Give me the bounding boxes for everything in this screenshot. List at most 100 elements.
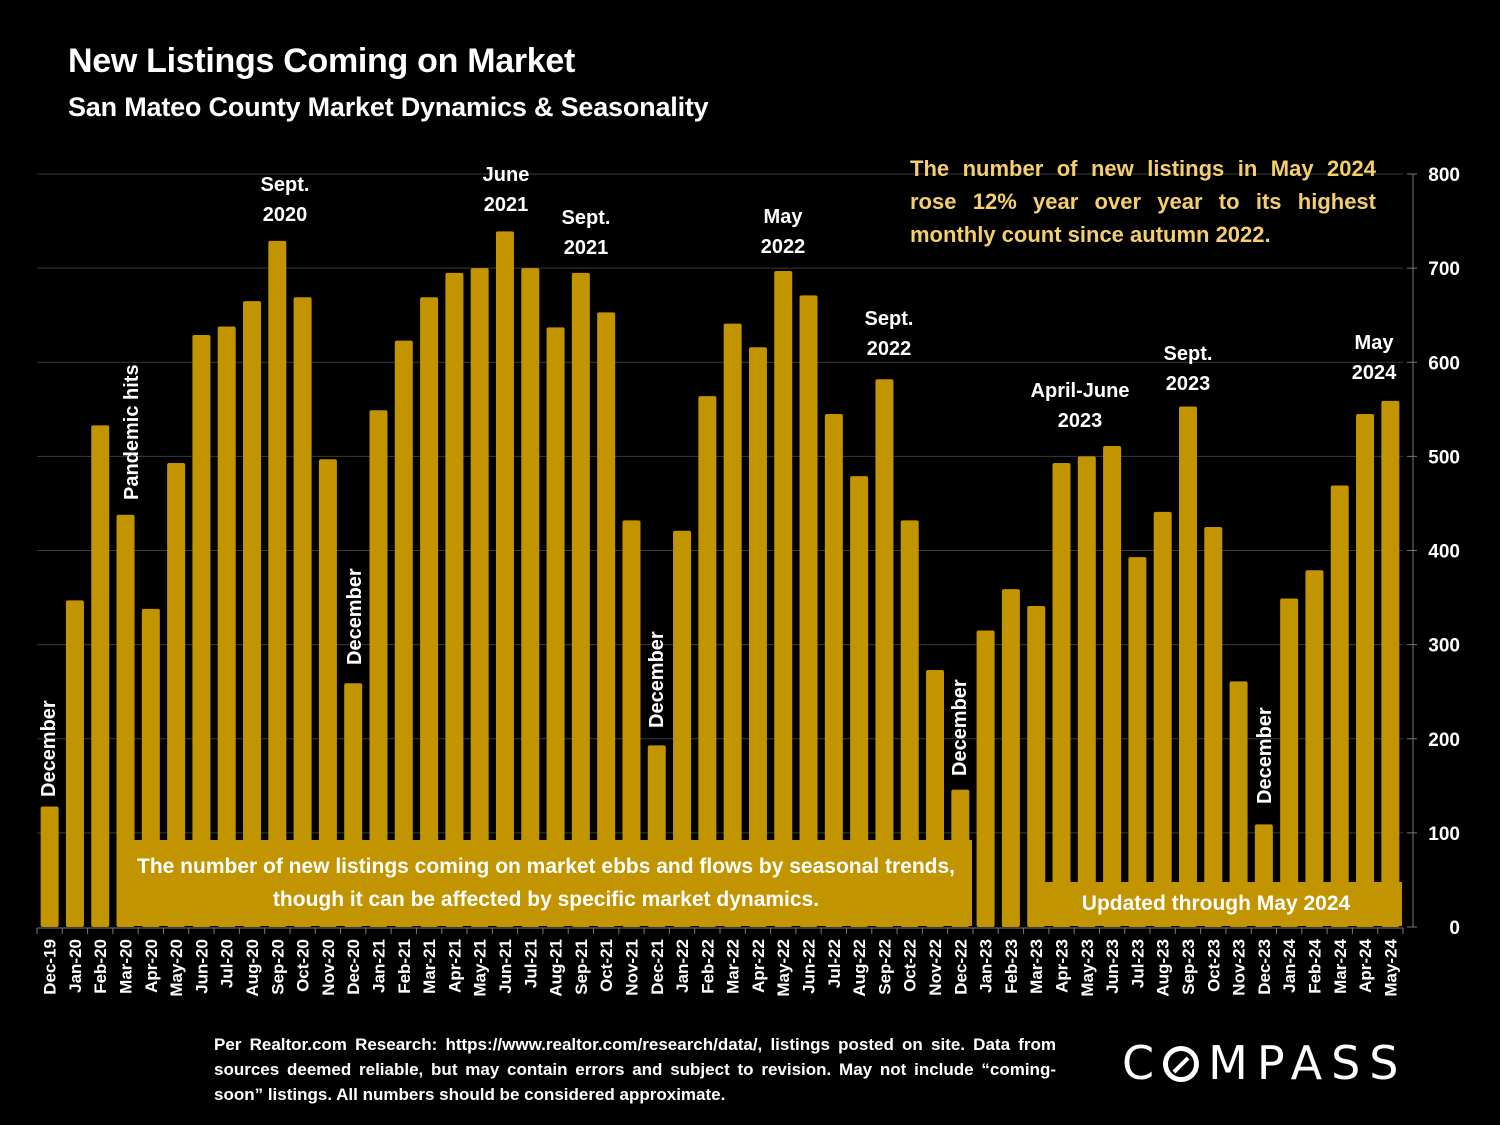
x-tick-label: Nov-23 bbox=[1230, 939, 1249, 996]
compass-logo: C MPASS bbox=[1122, 1036, 1408, 1090]
bar-Sep-22 bbox=[875, 379, 894, 927]
x-tick-label: Oct-21 bbox=[597, 939, 616, 992]
x-tick-label: Mar-23 bbox=[1027, 939, 1046, 994]
x-tick-label: May-20 bbox=[167, 939, 186, 997]
bar-Aug-23 bbox=[1153, 511, 1172, 927]
annotation-december-2023: December bbox=[1254, 707, 1276, 804]
x-tick-label: Dec-23 bbox=[1255, 939, 1274, 995]
bar-Jan-21 bbox=[369, 410, 388, 927]
annotation-sept-2023: Sept. 2023 bbox=[1163, 343, 1213, 395]
y-tick-label: 0 bbox=[1449, 918, 1460, 939]
bar-Jul-20 bbox=[217, 326, 236, 927]
x-tick-label: Feb-23 bbox=[1002, 939, 1021, 994]
x-tick-label: May-23 bbox=[1078, 939, 1097, 997]
gridlines bbox=[37, 173, 1403, 834]
bar-Jan-20 bbox=[65, 600, 84, 927]
bar-Jun-23 bbox=[1103, 446, 1122, 927]
x-tick-label: Apr-21 bbox=[445, 939, 464, 993]
x-tick-label: Nov-22 bbox=[926, 939, 945, 996]
annotation-sept-2021: Sept. 2021 bbox=[561, 207, 611, 259]
bar-Oct-22 bbox=[900, 520, 919, 927]
source-footnote: Per Realtor.com Research: https://www.re… bbox=[214, 1035, 1056, 1104]
bar-Jun-21 bbox=[495, 231, 514, 927]
bar-Oct-23 bbox=[1204, 526, 1223, 927]
x-tick-label: Sep-20 bbox=[268, 939, 287, 995]
x-tick-label: Feb-20 bbox=[91, 939, 110, 994]
bar-Feb-22 bbox=[698, 396, 717, 927]
bar-Jan-22 bbox=[673, 530, 692, 927]
callout-text: The number of new listings in May 2024 r… bbox=[910, 156, 1376, 247]
bar-Jun-22 bbox=[799, 295, 818, 927]
x-tick-label: Dec-22 bbox=[951, 939, 970, 995]
bar-Apr-21 bbox=[445, 272, 464, 927]
bar-Aug-20 bbox=[243, 301, 262, 928]
x-tick-label: Feb-24 bbox=[1305, 938, 1324, 993]
y-tick-label: 500 bbox=[1428, 447, 1460, 468]
y-tick-label: 600 bbox=[1428, 353, 1460, 374]
seasonality-note-background bbox=[120, 840, 972, 926]
bar-Jan-23 bbox=[976, 630, 995, 927]
bar-Aug-21 bbox=[546, 327, 565, 928]
x-tick-label: Apr-24 bbox=[1356, 938, 1375, 992]
x-tick-label: Mar-21 bbox=[420, 939, 439, 994]
bar-May-23 bbox=[1077, 456, 1096, 927]
x-tick-label: Jan-21 bbox=[370, 939, 389, 993]
annotation-december-2021: December bbox=[646, 631, 668, 728]
bar-Apr-24 bbox=[1356, 414, 1375, 927]
x-tick-label: Aug-23 bbox=[1154, 939, 1173, 997]
updated-note-background bbox=[1030, 882, 1402, 926]
bar-Mar-23 bbox=[1027, 606, 1046, 927]
bar-Feb-24 bbox=[1305, 570, 1324, 927]
bar-Apr-23 bbox=[1052, 462, 1071, 927]
x-tick-label: Jan-24 bbox=[1280, 938, 1299, 992]
bar-Mar-22 bbox=[723, 323, 742, 927]
annotation-pandemic-hits: Pandemic hits bbox=[121, 364, 143, 500]
annotation-may-2024: May 2024 bbox=[1351, 332, 1397, 384]
bar-Jul-21 bbox=[521, 268, 540, 927]
annotation-june-2021: June 2021 bbox=[482, 164, 530, 216]
y-tick-label: 400 bbox=[1428, 542, 1460, 563]
x-tick-label: Mar-24 bbox=[1331, 938, 1350, 993]
bars bbox=[40, 231, 1402, 928]
bar-May-21 bbox=[470, 268, 489, 927]
chart-subtitle: San Mateo County Market Dynamics & Seaso… bbox=[68, 92, 709, 122]
x-tick-label: Nov-20 bbox=[319, 939, 338, 996]
annotation-sept-2022: Sept. 2022 bbox=[864, 308, 914, 360]
y-tick-label: 100 bbox=[1428, 824, 1460, 845]
x-tick-label: Jun-22 bbox=[800, 939, 819, 994]
updated-through-box: Updated through May 2024 bbox=[1081, 892, 1351, 915]
y-axis: 0 100 200 300 400 500 600 700 800 bbox=[1407, 165, 1460, 939]
annotation-sept-2020: Sept. 2020 bbox=[260, 174, 310, 226]
x-tick-label: Jul-20 bbox=[218, 939, 237, 988]
x-tick-label: Aug-21 bbox=[547, 939, 566, 997]
x-tick-label: Sep-21 bbox=[572, 939, 591, 995]
x-tick-label: May-22 bbox=[774, 939, 793, 997]
bar-Sep-23 bbox=[1178, 406, 1197, 927]
bar-Apr-22 bbox=[748, 347, 767, 927]
x-tick-label: Sep-22 bbox=[875, 939, 894, 995]
bar-Mar-21 bbox=[420, 297, 439, 928]
x-tick-label: Oct-20 bbox=[294, 939, 313, 992]
bar-Feb-20 bbox=[91, 425, 110, 927]
bar-Nov-23 bbox=[1229, 681, 1248, 927]
x-tick-label: May-24 bbox=[1381, 938, 1400, 996]
x-tick-label: Oct-22 bbox=[901, 939, 920, 992]
bar-Jul-23 bbox=[1128, 557, 1147, 927]
bar-Aug-22 bbox=[850, 476, 869, 927]
x-tick-label: Nov-21 bbox=[622, 939, 641, 996]
bar-Feb-23 bbox=[1001, 589, 1020, 927]
bar-Jan-24 bbox=[1280, 598, 1299, 927]
x-tick-label: May-21 bbox=[471, 939, 490, 997]
x-tick-label: Dec-19 bbox=[41, 939, 60, 995]
chart-title: New Listings Coming on Market bbox=[68, 42, 576, 80]
compass-o-icon bbox=[1163, 1046, 1200, 1082]
x-tick-label: Apr-23 bbox=[1053, 939, 1072, 993]
x-tick-label: Oct-23 bbox=[1204, 939, 1223, 992]
bar-May-22 bbox=[774, 270, 793, 928]
annotation-may-2022: May 2022 bbox=[760, 206, 806, 258]
bar-Oct-21 bbox=[597, 312, 616, 927]
x-tick-label: Mar-20 bbox=[117, 939, 136, 994]
bar-Nov-20 bbox=[318, 459, 337, 927]
x-tick-label: Apr-20 bbox=[142, 939, 161, 993]
